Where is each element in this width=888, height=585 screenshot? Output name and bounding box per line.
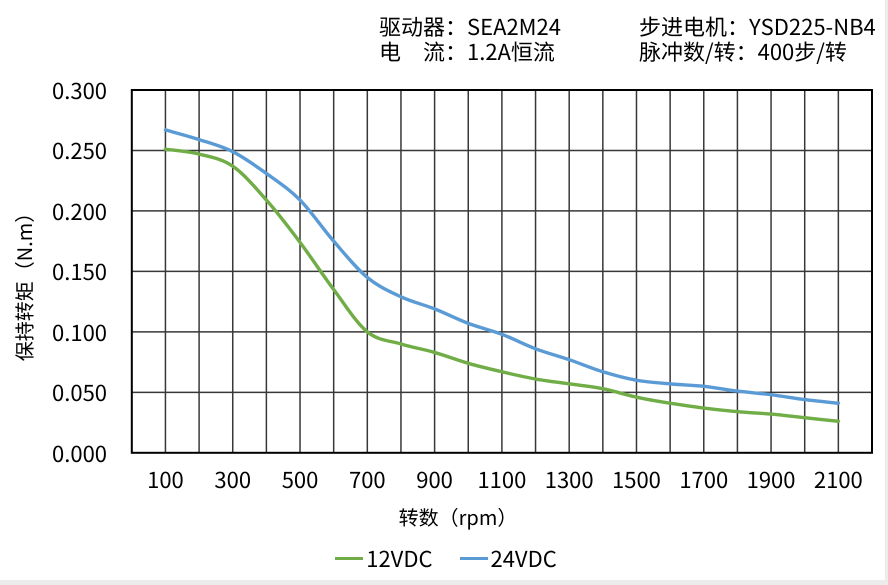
y-tick-label: 0.300	[52, 74, 107, 106]
x-tick-label: 100	[147, 463, 184, 495]
x-tick-label: 500	[281, 463, 319, 495]
series-12VDC	[163, 147, 841, 424]
x-tick-label: 700	[348, 463, 386, 495]
y-tick-label: 0.100	[52, 315, 107, 348]
plot-border	[130, 89, 874, 454]
y-tick-label: 0.000	[52, 436, 107, 469]
y-tick-label: 0.150	[52, 255, 107, 288]
motor-annotation: 步进电机：YSD225-NB4	[639, 10, 876, 42]
chart-legend: 12VDC 24VDC	[4, 546, 888, 571]
series-24VDC	[163, 128, 841, 405]
x-tick-label: 300	[214, 463, 252, 495]
y-tick-label: 0.050	[52, 376, 107, 409]
y-tick-label: 0.250	[52, 134, 107, 167]
x-tick-label: 1100	[477, 463, 527, 495]
page-edge-bottom	[0, 579, 888, 585]
x-tick-label: 2100	[813, 463, 863, 495]
legend-item-24VDC: 24VDC	[459, 542, 557, 574]
legend-label: 24VDC	[490, 542, 557, 574]
driver-annotation: 驱动器：SEA2M24	[379, 10, 561, 42]
legend-label: 12VDC	[366, 542, 433, 574]
y-axis-title: 保持转矩（N.m）	[9, 202, 38, 362]
x-axis-title: 转数（rpm）	[398, 502, 518, 531]
legend-item-12VDC: 12VDC	[335, 542, 433, 574]
pulses-annotation: 脉冲数/转：400步/转	[639, 35, 847, 67]
legend-swatch-icon	[335, 556, 364, 561]
page-edge-right	[884, 0, 888, 585]
current-annotation: 电 流：1.2A恒流	[379, 35, 555, 67]
x-tick-label: 900	[416, 463, 453, 495]
legend-swatch-icon	[459, 556, 488, 561]
x-tick-label: 1500	[612, 463, 661, 495]
x-tick-label: 1700	[679, 463, 729, 495]
y-tick-label: 0.200	[52, 194, 107, 227]
x-tick-label: 1900	[746, 463, 796, 495]
x-tick-label: 1300	[544, 463, 594, 495]
